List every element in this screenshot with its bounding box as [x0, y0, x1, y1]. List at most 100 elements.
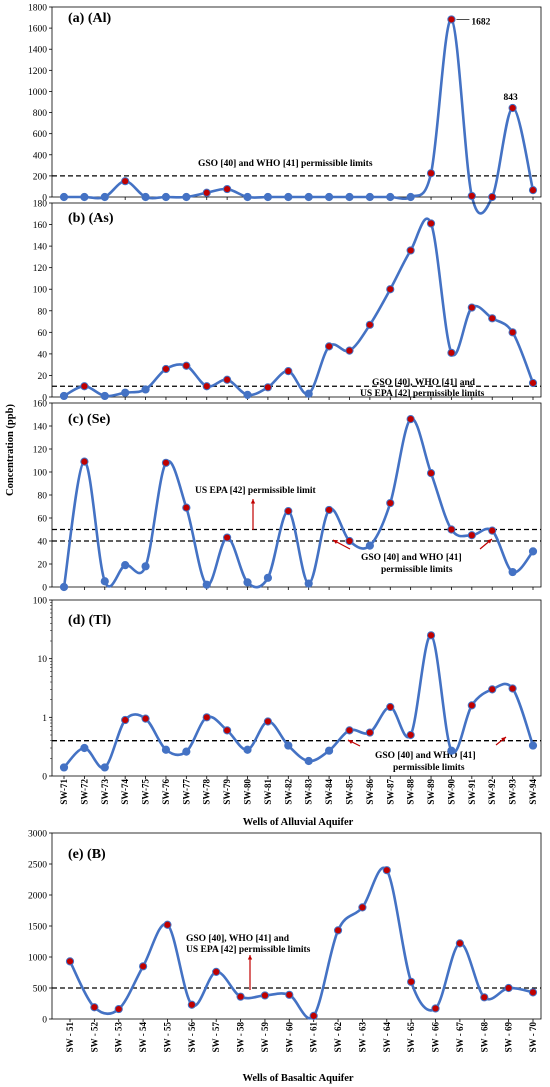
data-point-exceeding	[365, 728, 374, 737]
y-tick-label: 60	[38, 329, 48, 339]
basaltic-x-axis-label: Wells of Basaltic Aquifer	[242, 1073, 353, 1084]
x-tick-label: SW - 54	[138, 1022, 148, 1053]
y-tick-label: 100	[33, 469, 48, 479]
data-point-exceeding	[467, 191, 476, 201]
x-tick-label: SW - 56	[187, 1022, 197, 1053]
data-point	[121, 388, 130, 397]
x-tick-label: SW-74	[120, 779, 130, 805]
data-point	[59, 582, 69, 592]
data-point-exceeding	[202, 188, 211, 197]
data-point	[202, 580, 211, 589]
data-point-exceeding	[324, 342, 334, 351]
data-point-exceeding	[90, 1003, 99, 1012]
panel-d-gso-note-2: permissible limits	[393, 763, 465, 773]
data-point-exceeding	[467, 701, 476, 710]
data-point-exceeding	[202, 713, 211, 722]
x-tick-label: SW-89	[426, 779, 436, 805]
data-point	[304, 192, 313, 202]
y-tick-label: 1800	[28, 4, 47, 14]
x-tick-label: SW-91	[467, 779, 477, 805]
x-tick-label: SW-72	[79, 779, 89, 805]
data-point-exceeding	[161, 458, 171, 467]
data-point	[386, 192, 395, 202]
y-tick-label: 500	[33, 985, 48, 995]
annotation-arrowhead	[247, 955, 253, 960]
data-point	[243, 745, 252, 754]
data-point	[161, 745, 171, 754]
panel-b-limit-note-1: GSO [40], WHO [41] and	[372, 378, 476, 388]
data-point-exceeding	[121, 715, 130, 725]
data-point-exceeding	[508, 328, 517, 337]
data-point-exceeding	[426, 631, 436, 640]
y-tick-label: 0	[42, 1016, 47, 1026]
y-tick-label: 400	[33, 151, 48, 161]
data-point	[100, 763, 109, 772]
data-point-exceeding	[488, 192, 497, 202]
y-tick-label: 0	[42, 394, 47, 404]
x-tick-label: SW - 68	[479, 1022, 489, 1053]
y-tick-label: 1000	[28, 88, 47, 98]
panel-d-thallium: (d) (Tl) GSO [40] and WHO [41] permissib…	[33, 597, 542, 805]
x-tick-label: SW-84	[324, 779, 334, 805]
y-tick-label: 180	[33, 200, 48, 210]
data-label: 1682	[471, 17, 490, 27]
data-point	[447, 746, 456, 755]
x-tick-label: SW-83	[304, 779, 314, 805]
x-tick-label: SW-71	[59, 779, 69, 805]
data-point-exceeding	[504, 983, 513, 993]
x-tick-label: SW - 63	[357, 1022, 367, 1053]
data-point-exceeding	[121, 177, 130, 186]
data-point-exceeding	[309, 1011, 318, 1021]
data-point-exceeding	[182, 361, 191, 370]
x-tick-label: SW-90	[446, 779, 456, 805]
y-tick-label: 1200	[28, 67, 47, 77]
y-tick-label: 120	[33, 446, 48, 456]
data-point-exceeding	[324, 505, 334, 515]
data-point-exceeding	[202, 382, 211, 391]
panel-a-limit-note: GSO [40] and WHO [41] permissible limits	[198, 159, 373, 169]
data-point-exceeding	[139, 962, 148, 971]
data-point-exceeding	[223, 533, 232, 542]
panel-b-title: (b) (As)	[68, 211, 114, 226]
data-point-exceeding	[406, 730, 415, 740]
y-tick-label: 10	[38, 655, 48, 665]
data-point-exceeding	[426, 169, 436, 178]
data-point-exceeding	[212, 967, 221, 976]
panel-c-title: (c) (Se)	[68, 412, 111, 427]
series-line	[62, 417, 535, 589]
data-point-exceeding	[386, 702, 395, 712]
annotation-arrowhead	[501, 737, 506, 742]
data-point-exceeding	[406, 246, 415, 255]
y-tick-label: 2000	[28, 892, 47, 902]
data-point	[263, 573, 273, 582]
panel-a-title: (a) (Al)	[68, 11, 111, 26]
data-point	[100, 577, 109, 586]
y-tick-label: 100	[33, 597, 48, 607]
panel-c-selenium: (c) (Se) US EPA [42] permissible limit G…	[33, 400, 542, 594]
y-tick-label: 160	[33, 400, 48, 410]
data-point-exceeding	[488, 314, 497, 323]
y-tick-label: 1600	[28, 25, 47, 35]
data-point-exceeding	[285, 990, 294, 999]
data-point	[100, 391, 109, 401]
x-tick-label: SW - 69	[504, 1022, 514, 1053]
y-tick-label: 0	[42, 584, 47, 594]
panel-d-title: (d) (Tl)	[68, 613, 112, 628]
x-tick-label: SW-77	[181, 779, 191, 805]
x-tick-label: SW-81	[263, 779, 273, 805]
x-tick-label: SW - 53	[114, 1022, 124, 1053]
y-tick-label: 140	[33, 243, 48, 253]
data-point-exceeding	[182, 503, 191, 512]
x-tick-label: SW - 64	[382, 1022, 392, 1053]
x-tick-label: SW-79	[222, 779, 232, 805]
data-point-exceeding	[488, 526, 497, 535]
y-axis-label: Concentration (ppb)	[5, 404, 16, 496]
data-point	[304, 756, 313, 766]
data-point-exceeding	[65, 957, 75, 966]
x-tick-label: SW-88	[406, 779, 416, 805]
data-point	[141, 562, 150, 571]
y-tick-label: 100	[33, 286, 48, 296]
data-point-exceeding	[447, 348, 456, 357]
data-point-exceeding	[223, 184, 232, 194]
